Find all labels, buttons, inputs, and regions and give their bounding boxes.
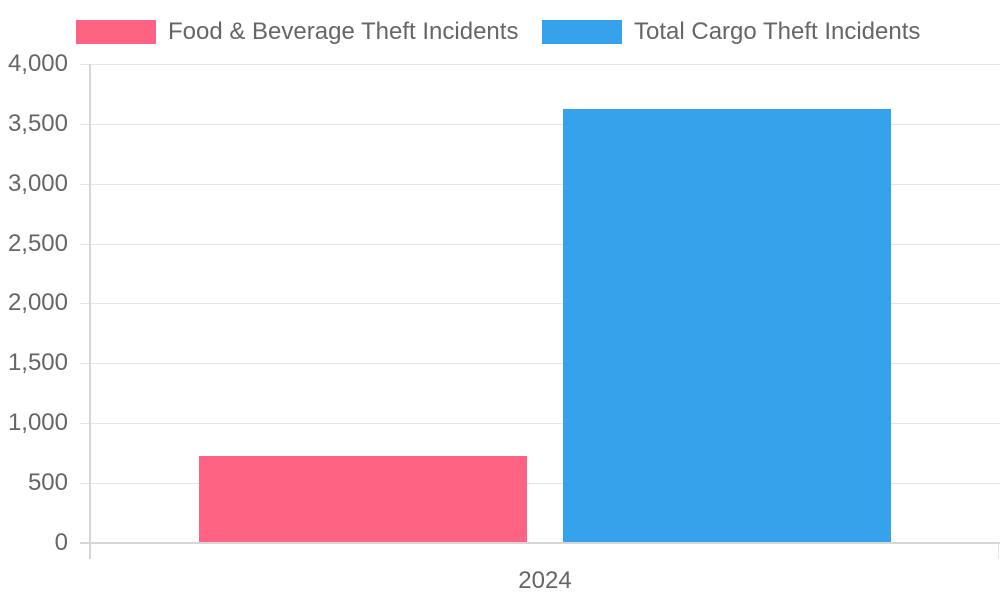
gridline-2500: [80, 244, 1000, 245]
chart-legend: Food & Beverage Theft Incidents Total Ca…: [0, 18, 1000, 46]
y-tick-label: 2,500: [7, 230, 68, 257]
y-tick-label: 1,000: [7, 409, 68, 436]
gridline-500: [80, 483, 1000, 484]
y-tick-label: 0: [54, 529, 68, 556]
y-axis-line: [89, 64, 91, 559]
bar-total-cargo-2024[interactable]: [563, 109, 891, 543]
y-tick-label: 2,000: [7, 289, 68, 316]
bar-food-beverage-2024[interactable]: [199, 456, 527, 543]
x-axis-line: [80, 542, 1000, 544]
y-tick-label: 1,500: [7, 349, 68, 376]
x-tick-mark: [998, 543, 999, 559]
y-tick-label: 3,500: [7, 110, 68, 137]
legend-label-food-beverage: Food & Beverage Theft Incidents: [168, 18, 519, 45]
y-tick-label: 500: [27, 469, 68, 496]
gridline-4000: [80, 64, 1000, 65]
legend-label-total-cargo: Total Cargo Theft Incidents: [634, 18, 921, 45]
gridline-1000: [80, 423, 1000, 424]
legend-swatch-food-beverage: [76, 20, 156, 44]
legend-item-food-beverage[interactable]: Food & Beverage Theft Incidents: [76, 18, 518, 46]
legend-swatch-total-cargo: [542, 20, 622, 44]
gridline-1500: [80, 363, 1000, 364]
gridline-3000: [80, 184, 1000, 185]
y-tick-label: 3,000: [7, 170, 68, 197]
gridline-3500: [80, 124, 1000, 125]
y-tick-label: 4,000: [7, 50, 68, 77]
x-tick-label-2024: 2024: [518, 567, 572, 594]
legend-item-total-cargo[interactable]: Total Cargo Theft Incidents: [542, 18, 920, 46]
gridline-2000: [80, 303, 1000, 304]
